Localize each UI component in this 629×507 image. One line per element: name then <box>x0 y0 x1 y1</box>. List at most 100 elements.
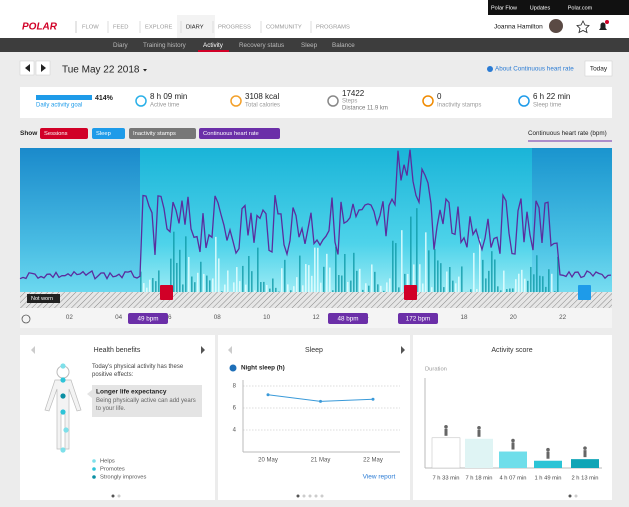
event-icon[interactable] <box>578 285 591 300</box>
activity-trace <box>377 284 379 292</box>
nav-item[interactable]: FLOW <box>82 25 99 31</box>
activity-trace <box>461 266 463 292</box>
pager-dot[interactable] <box>568 494 572 498</box>
summary-value: 414% <box>95 95 114 102</box>
nav-item[interactable]: PROGRAMS <box>316 25 350 31</box>
card-title: Health benefits <box>94 347 141 354</box>
activity-trace <box>545 286 547 292</box>
subnav-item[interactable]: Balance <box>332 42 355 49</box>
event-icon[interactable] <box>160 285 173 300</box>
x-tick-label: 22 May <box>363 458 383 464</box>
activity-trace <box>383 290 385 292</box>
subnav-item[interactable]: Diary <box>113 42 129 49</box>
subnav-item[interactable]: Activity <box>203 42 224 49</box>
legend-label: Strongly improves <box>100 475 146 481</box>
top-link[interactable]: Updates <box>530 5 551 11</box>
hr-chip-label: 48 bpm <box>337 315 358 322</box>
activity-trace <box>458 276 460 292</box>
activity-trace <box>299 255 301 292</box>
activity-trace <box>224 284 226 292</box>
nav-item[interactable]: FEED <box>113 25 128 31</box>
activity-trace <box>236 267 238 292</box>
card-arrow[interactable] <box>228 346 232 354</box>
legend-dot <box>92 475 96 479</box>
activity-trace <box>233 282 235 292</box>
activity-trace <box>272 278 274 292</box>
moon-icon <box>229 364 237 372</box>
top-link[interactable]: Polar.com <box>568 5 593 11</box>
activity-trace <box>158 270 160 292</box>
activity-trace <box>500 290 502 292</box>
activity-trace <box>491 251 493 292</box>
filter-chip[interactable] <box>92 128 125 139</box>
card-arrow[interactable] <box>31 346 35 354</box>
card-arrow[interactable] <box>201 346 205 354</box>
chart-legend[interactable]: Continuous heart rate (bpm) <box>528 130 607 137</box>
subnav-item[interactable]: Sleep <box>301 42 318 49</box>
pager-dot[interactable] <box>296 494 300 498</box>
card-arrow[interactable] <box>401 346 405 354</box>
activity-trace <box>227 270 229 292</box>
hr-chip[interactable] <box>398 313 438 324</box>
summary-value: 0 <box>437 92 442 101</box>
pager-dot[interactable] <box>320 494 324 498</box>
filter-chip-label: Sessions <box>44 131 68 137</box>
filter-chip[interactable] <box>40 128 88 139</box>
activity-trace <box>548 269 550 292</box>
health-intro-box: Today's physical activity has these posi… <box>92 364 183 378</box>
activity-trace <box>266 284 268 292</box>
user-name[interactable]: Joanna Hamilton <box>494 24 543 31</box>
activity-trace <box>398 287 400 292</box>
nav-item[interactable]: DIARY <box>186 25 204 31</box>
pager-dot[interactable] <box>302 494 306 498</box>
activity-trace <box>287 284 289 292</box>
hour-label: 06 <box>164 314 172 321</box>
activity-trace <box>359 268 361 292</box>
nav-item[interactable]: COMMUNITY <box>266 25 302 31</box>
activity-trace <box>350 280 352 292</box>
favorite-icon[interactable] <box>576 20 590 34</box>
date[interactable]: Tue May 22 2018 <box>62 65 140 76</box>
activity-trace <box>281 268 283 292</box>
not-worn-label: Not worn <box>31 296 53 302</box>
hr-chip[interactable] <box>128 313 168 324</box>
filter-chip[interactable] <box>199 128 280 139</box>
pager-dot[interactable] <box>314 494 318 498</box>
nav-item[interactable]: PROGRESS <box>218 25 251 31</box>
activity-trace <box>353 252 355 292</box>
activity-trace <box>554 291 556 292</box>
figure-head <box>546 447 550 452</box>
summary-label: Sleep time <box>533 103 562 109</box>
activity-trace <box>470 289 472 292</box>
subnav-item[interactable]: Recovery status <box>239 42 284 49</box>
about-link[interactable]: About Continuous heart rate <box>495 66 574 73</box>
hr-chip[interactable] <box>328 313 368 324</box>
summary-icon <box>230 95 242 107</box>
subnav-item[interactable]: Training history <box>143 42 187 49</box>
notification-icon[interactable] <box>599 22 607 31</box>
pager-dot[interactable] <box>308 494 312 498</box>
pager-dot[interactable] <box>117 494 121 498</box>
activity-trace <box>476 288 478 292</box>
today-button[interactable] <box>584 60 613 77</box>
activity-trace <box>188 256 190 292</box>
activity-trace <box>473 252 475 292</box>
activity-trace <box>248 255 250 292</box>
event-icon[interactable] <box>404 285 417 300</box>
nav-item[interactable]: EXPLORE <box>145 25 173 31</box>
report-link[interactable]: View report <box>363 474 396 481</box>
activity-trace <box>209 280 211 292</box>
hour-label: 22 <box>559 314 567 321</box>
pager-dot[interactable] <box>574 494 578 498</box>
top-link[interactable]: Polar Flow <box>491 5 517 11</box>
avatar[interactable] <box>549 19 563 33</box>
summary-extra: Distance 11.9 km <box>342 106 388 112</box>
figure-head <box>444 425 448 429</box>
activity-trace <box>143 283 145 292</box>
filter-chip[interactable] <box>129 128 196 139</box>
notification-badge <box>605 20 609 24</box>
pager-dot[interactable] <box>111 494 115 498</box>
body-marker <box>60 393 66 399</box>
activity-trace <box>425 232 427 292</box>
activity-trace <box>395 243 397 292</box>
